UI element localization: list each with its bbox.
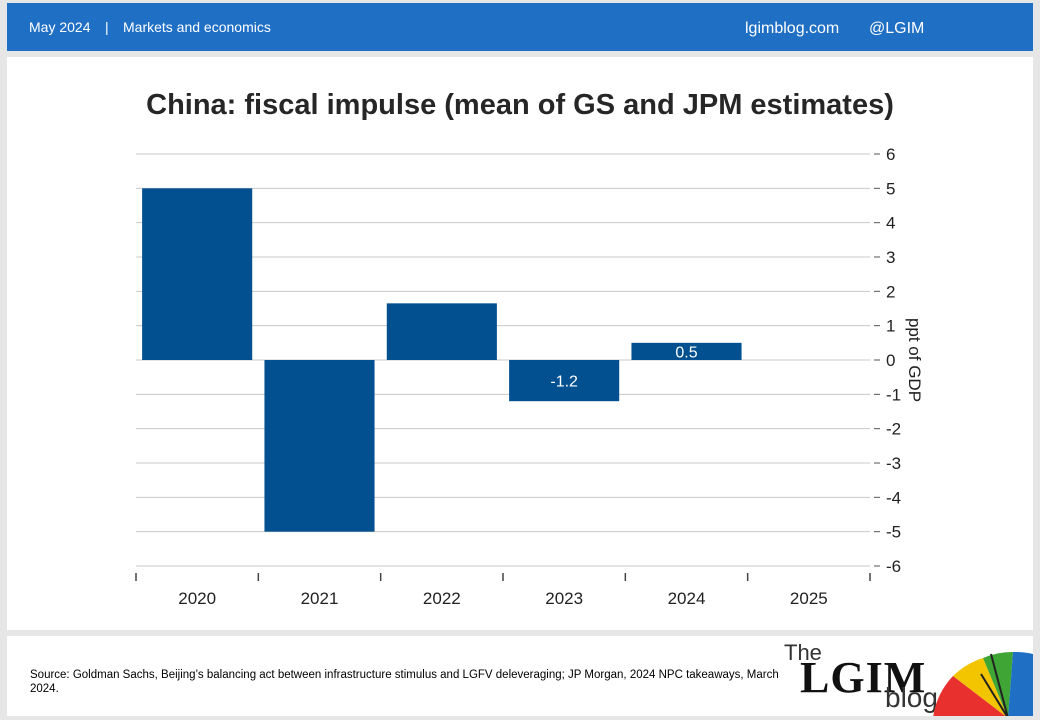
banner-section[interactable]: Markets and economics [123,19,271,35]
y-axis-label: ppt of GDP [905,318,924,402]
y-tick-label: 4 [886,214,895,233]
banner-twitter-handle[interactable]: @LGIM [869,20,925,37]
bar-2024 [631,342,742,360]
banner-date: May 2024 [29,19,91,35]
bar-2023 [509,360,620,402]
y-tick-label: -2 [886,420,901,439]
y-tick-label: -5 [886,523,901,542]
y-tick-label: -3 [886,454,901,473]
logo-lgim: LGIM [800,653,927,702]
banner-separator: | [105,19,109,35]
bar-chart: 6 5 4 3 2 1 0 -1 -2 -3 -4 -5 -6 ppt of GDP 2020 2021 202… [135,145,924,608]
chart-title: China: fiscal impulse (mean of GS and JP… [146,89,894,121]
chart-panel: China: fiscal impulse (mean of GS and JP… [7,57,1033,630]
y-tick-label: 1 [886,317,895,336]
y-tick-label: -1 [886,385,901,404]
x-tick-label: 2021 [301,589,339,608]
logo-the: The [784,640,822,665]
umbrella-icon [933,651,1033,716]
x-tick-label: 2025 [790,589,828,608]
y-tick-label: -6 [886,557,901,576]
x-tick-label: 2024 [668,589,706,608]
x-tick-label: 2023 [545,589,583,608]
y-tick-label: 5 [886,179,895,198]
y-tick-label: 3 [886,248,895,267]
logo-blog: blog [885,682,938,713]
x-tick-label: 2022 [423,589,461,608]
y-tick-label: -4 [886,488,901,507]
top-banner: May 2024 | Markets and economics lgimblo… [7,3,1033,51]
y-tick-label: 0 [886,351,895,370]
y-tick-label: 2 [886,282,895,301]
data-label-2023: -1.2 [550,374,578,391]
y-tick-label: 6 [886,145,895,164]
source-note: Source: Goldman Sachs, Beijing’s balanci… [30,669,779,695]
bar-2020 [142,188,253,360]
data-label-2024: 0.5 [675,344,697,361]
x-tick-label: 2020 [178,589,216,608]
bar-2021 [264,360,375,532]
bar-2022 [386,303,497,360]
footer: Source: Goldman Sachs, Beijing’s balanci… [7,636,1033,716]
banner-site-link[interactable]: lgimblog.com [745,20,840,37]
